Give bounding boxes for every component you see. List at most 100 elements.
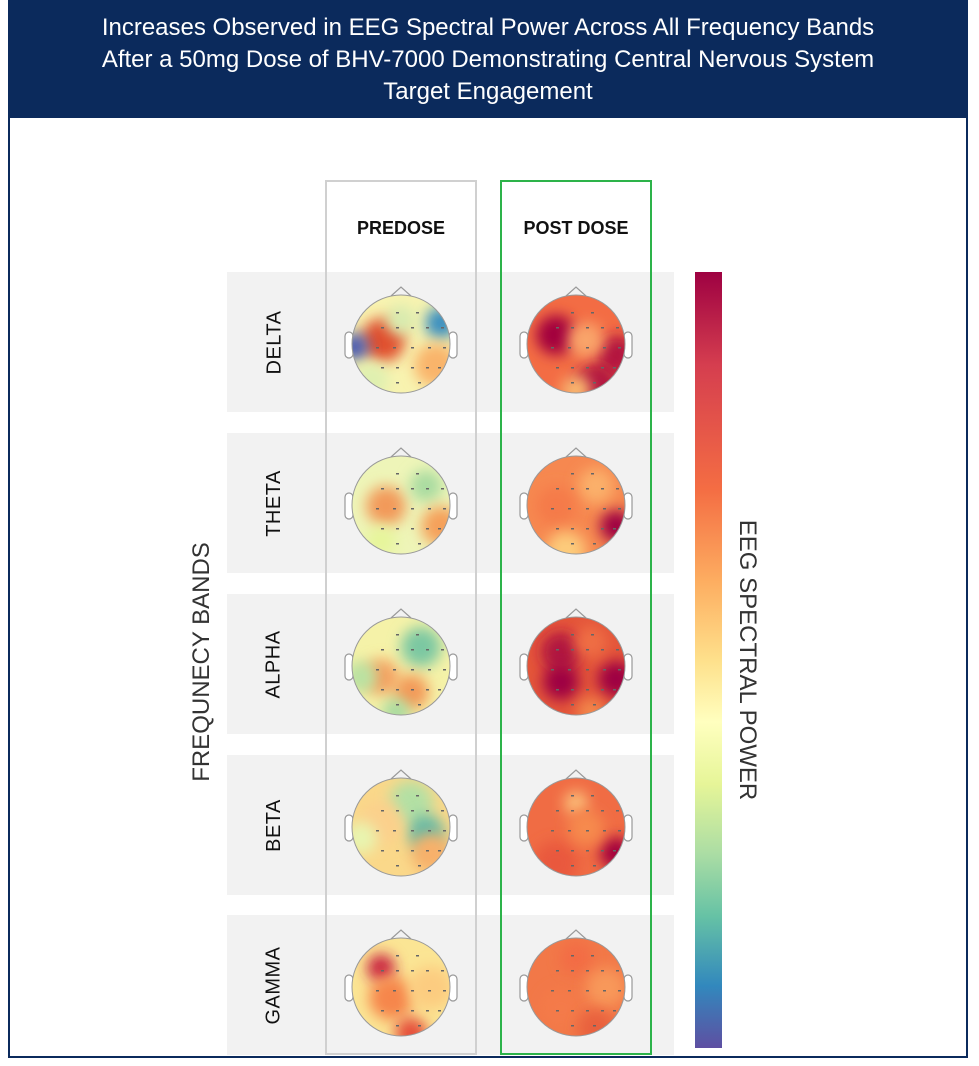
electrode-marker bbox=[411, 830, 414, 832]
head-outline bbox=[351, 937, 451, 1037]
power-blob bbox=[596, 335, 625, 375]
electrode-marker bbox=[411, 689, 414, 691]
electrode-marker bbox=[593, 704, 596, 706]
topomap-beta-predose bbox=[344, 769, 458, 877]
electrode-marker bbox=[571, 1010, 574, 1012]
nose-icon bbox=[390, 286, 412, 297]
electrode-marker bbox=[411, 327, 414, 329]
electrode-marker bbox=[418, 1025, 421, 1027]
nose-icon bbox=[390, 769, 412, 780]
nose-icon bbox=[390, 608, 412, 619]
electrode-marker bbox=[571, 367, 574, 369]
electrode-marker bbox=[438, 689, 441, 691]
power-blob bbox=[575, 626, 607, 658]
electrode-marker bbox=[586, 1010, 589, 1012]
electrode-marker bbox=[426, 327, 429, 329]
electrode-marker bbox=[396, 810, 399, 812]
electrode-marker bbox=[443, 508, 446, 510]
electrode-marker bbox=[396, 634, 399, 636]
electrode-marker bbox=[428, 830, 431, 832]
electrode-marker bbox=[396, 850, 399, 852]
electrode-marker bbox=[376, 830, 379, 832]
electrode-marker bbox=[418, 382, 421, 384]
power-blob bbox=[409, 966, 450, 1010]
electrode-marker bbox=[603, 508, 606, 510]
topomap-theta-post-dose bbox=[519, 447, 633, 555]
electrode-marker bbox=[616, 488, 619, 490]
power-blob bbox=[421, 506, 450, 546]
topomap-alpha-post-dose bbox=[519, 608, 633, 716]
electrode-marker bbox=[556, 689, 559, 691]
post-dose-column: POST DOSE bbox=[500, 180, 652, 1055]
predose-header: PREDOSE bbox=[356, 218, 446, 238]
electrode-marker bbox=[441, 810, 444, 812]
electrode-marker bbox=[571, 704, 574, 706]
electrode-marker bbox=[416, 795, 419, 797]
electrode-marker bbox=[586, 810, 589, 812]
head-outline bbox=[526, 294, 626, 394]
electrode-marker bbox=[418, 704, 421, 706]
electrode-marker bbox=[591, 795, 594, 797]
electrode-marker bbox=[428, 347, 431, 349]
row-label-beta: BETA bbox=[262, 798, 285, 852]
electrode-marker bbox=[568, 990, 571, 992]
power-blob bbox=[382, 698, 410, 715]
electrode-marker bbox=[618, 347, 621, 349]
electrode-marker bbox=[396, 327, 399, 329]
electrode-marker bbox=[556, 810, 559, 812]
nose-icon bbox=[565, 286, 587, 297]
electrode-marker bbox=[393, 347, 396, 349]
electrode-marker bbox=[551, 508, 554, 510]
electrode-marker bbox=[551, 669, 554, 671]
electrode-marker bbox=[393, 990, 396, 992]
electrode-marker bbox=[428, 990, 431, 992]
electrode-marker bbox=[418, 865, 421, 867]
electrode-marker bbox=[601, 367, 604, 369]
electrode-marker bbox=[556, 1010, 559, 1012]
electrode-marker bbox=[381, 488, 384, 490]
electrode-marker bbox=[443, 830, 446, 832]
electrode-marker bbox=[426, 528, 429, 530]
electrode-marker bbox=[411, 970, 414, 972]
electrode-marker bbox=[396, 367, 399, 369]
colorbar bbox=[695, 272, 722, 1048]
electrode-marker bbox=[571, 970, 574, 972]
electrode-marker bbox=[443, 669, 446, 671]
electrode-marker bbox=[571, 382, 574, 384]
topomap-beta-post-dose bbox=[519, 769, 633, 877]
electrode-marker bbox=[438, 1010, 441, 1012]
y-axis-label: FREQUNECY BANDS bbox=[188, 542, 215, 782]
electrode-marker bbox=[568, 508, 571, 510]
electrode-marker bbox=[556, 488, 559, 490]
power-blob bbox=[366, 486, 406, 526]
electrode-marker bbox=[393, 669, 396, 671]
electrode-marker bbox=[591, 312, 594, 314]
head-outline bbox=[526, 937, 626, 1037]
electrode-marker bbox=[586, 830, 589, 832]
electrode-marker bbox=[586, 649, 589, 651]
electrode-marker bbox=[393, 830, 396, 832]
electrode-marker bbox=[396, 865, 399, 867]
power-blob bbox=[411, 833, 450, 873]
nose-icon bbox=[565, 769, 587, 780]
electrode-marker bbox=[571, 473, 574, 475]
power-blob bbox=[577, 698, 605, 715]
power-blob bbox=[386, 305, 416, 335]
electrode-marker bbox=[568, 669, 571, 671]
electrode-marker bbox=[571, 689, 574, 691]
electrode-marker bbox=[601, 528, 604, 530]
title-banner: Increases Observed in EEG Spectral Power… bbox=[10, 2, 966, 118]
electrode-marker bbox=[586, 990, 589, 992]
electrode-marker bbox=[601, 327, 604, 329]
electrode-marker bbox=[586, 970, 589, 972]
power-blob bbox=[564, 791, 588, 815]
power-blob bbox=[568, 322, 604, 358]
electrode-marker bbox=[613, 850, 616, 852]
power-blob bbox=[401, 627, 441, 667]
power-blob bbox=[536, 315, 576, 355]
electrode-marker bbox=[411, 508, 414, 510]
electrode-marker bbox=[571, 795, 574, 797]
electrode-marker bbox=[603, 990, 606, 992]
head-outline bbox=[526, 777, 626, 877]
electrode-marker bbox=[396, 312, 399, 314]
